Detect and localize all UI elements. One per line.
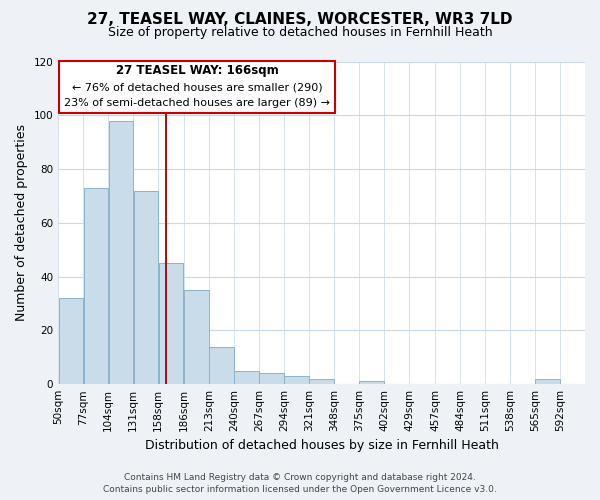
Bar [235, 370, 259, 384]
X-axis label: Distribution of detached houses by size in Fernhill Heath: Distribution of detached houses by size … [145, 440, 499, 452]
Bar [284, 376, 309, 384]
Bar [158, 263, 183, 384]
Text: 27, TEASEL WAY, CLAINES, WORCESTER, WR3 7LD: 27, TEASEL WAY, CLAINES, WORCESTER, WR3 … [87, 12, 513, 28]
Y-axis label: Number of detached properties: Number of detached properties [15, 124, 28, 322]
Bar [359, 382, 384, 384]
Text: Contains HM Land Registry data © Crown copyright and database right 2024.
Contai: Contains HM Land Registry data © Crown c… [103, 472, 497, 494]
Bar [184, 290, 209, 384]
Bar [83, 188, 108, 384]
Bar [310, 379, 334, 384]
Text: ← 76% of detached houses are smaller (290): ← 76% of detached houses are smaller (29… [72, 82, 322, 92]
Text: 23% of semi-detached houses are larger (89) →: 23% of semi-detached houses are larger (… [64, 98, 330, 108]
Bar [209, 346, 234, 384]
Bar [535, 379, 560, 384]
Bar [59, 298, 83, 384]
Text: Size of property relative to detached houses in Fernhill Heath: Size of property relative to detached ho… [107, 26, 493, 39]
Bar [59, 62, 335, 112]
Text: 27 TEASEL WAY: 166sqm: 27 TEASEL WAY: 166sqm [116, 64, 278, 78]
Bar [134, 190, 158, 384]
Bar [259, 374, 284, 384]
Bar [109, 120, 133, 384]
